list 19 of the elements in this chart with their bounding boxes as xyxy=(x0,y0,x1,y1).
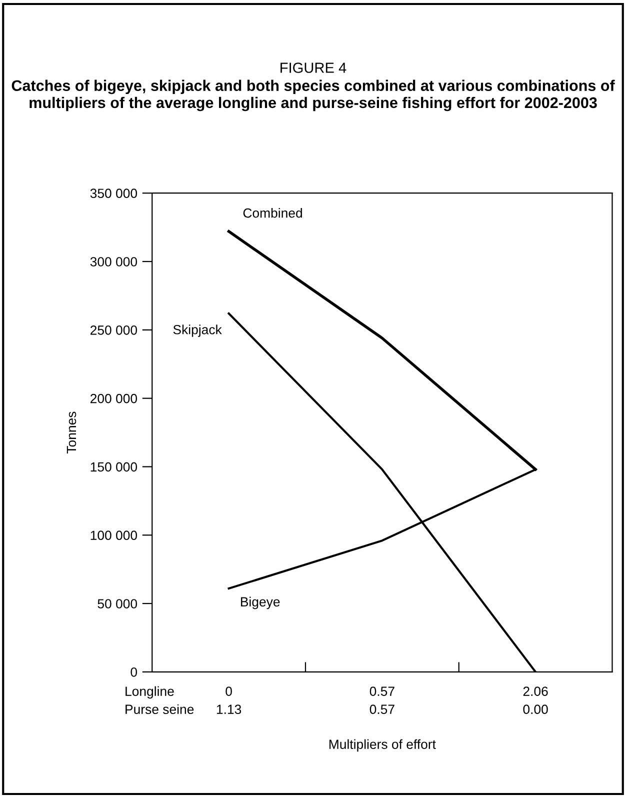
y-tick-label: 250 000 xyxy=(90,325,138,335)
x-tick-label: 0 1.13 xyxy=(216,686,242,714)
y-tick-label: 150 000 xyxy=(90,462,138,472)
y-tick-label: 200 000 xyxy=(90,394,138,404)
series-label: Bigeye xyxy=(240,596,280,610)
y-tick-label: 0 xyxy=(130,667,138,677)
y-tick-label: 50 000 xyxy=(98,599,138,608)
x-tick-label: 0.57 0.57 xyxy=(370,686,394,714)
series-label: Combined xyxy=(243,208,302,218)
chart-title: FIGURE 4 xyxy=(280,62,346,73)
y-tick-label: 300 000 xyxy=(90,257,138,266)
y-tick-label: 350 000 xyxy=(90,188,138,198)
series-label: Skipjack xyxy=(173,324,222,337)
y-tick-label: 100 000 xyxy=(90,530,138,540)
chart-subtitle: Catches of bigeye, skipjack and both species combined at various combinations of multipliers of the average longline and purse-seine fishing effort for 2002-2003 xyxy=(12,80,615,112)
x-tick-label: 2.06 0.00 xyxy=(523,686,548,714)
x-axis-title: Multipliers of effort xyxy=(329,739,436,752)
y-axis-title: Tonnes xyxy=(66,412,76,454)
text: Longline Purse seine xyxy=(126,686,194,714)
